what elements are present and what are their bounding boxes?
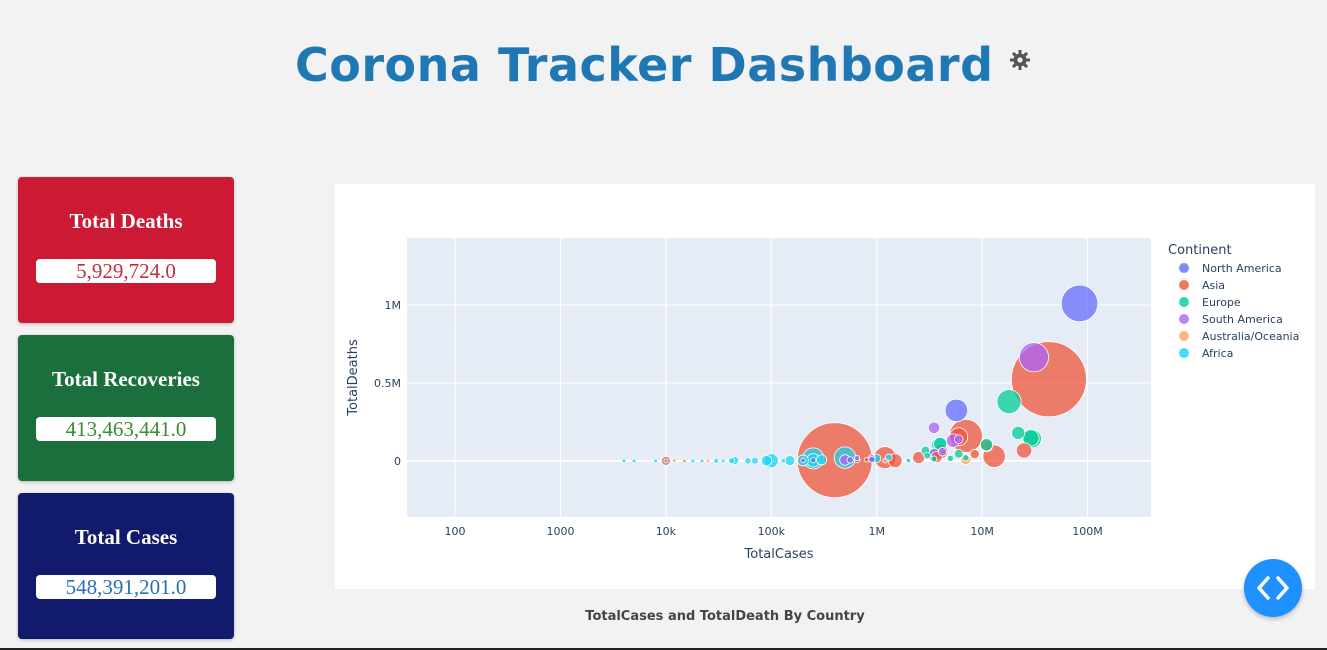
chart-panel: 100 1000 10k 100k 1M 10M 100M 0 0.5M 1M TotalCases… (335, 184, 1315, 589)
dashboard-header: Corona Tracker Dashboard (0, 38, 1327, 92)
x-tick-label: 10k (656, 525, 677, 538)
y-tick-label: 0.5M (374, 377, 401, 390)
data-point[interactable] (621, 458, 627, 464)
data-point[interactable] (682, 458, 687, 464)
code-toggle-button[interactable] (1244, 559, 1302, 617)
data-point[interactable] (927, 421, 941, 435)
legend-marker[interactable] (1179, 331, 1189, 341)
legend-marker[interactable] (1179, 314, 1189, 324)
legend-marker[interactable] (1179, 297, 1189, 307)
data-point[interactable] (744, 457, 752, 465)
data-point[interactable] (1018, 342, 1049, 373)
scatter-chart: 100 1000 10k 100k 1M 10M 100M 0 0.5M 1M TotalCases… (346, 238, 1299, 562)
legend-marker[interactable] (1179, 263, 1189, 273)
data-point[interactable] (846, 456, 854, 464)
page-title: Corona Tracker Dashboard (294, 38, 994, 92)
data-point[interactable] (1060, 284, 1099, 323)
legend-entry[interactable]: Asia (1202, 279, 1225, 292)
total-recoveries-value: 413,463,441.0 (36, 417, 216, 441)
data-point[interactable] (784, 455, 796, 467)
data-point[interactable] (962, 454, 970, 462)
data-point[interactable] (653, 458, 659, 464)
data-point[interactable] (760, 455, 773, 467)
legend-marker[interactable] (1179, 280, 1189, 290)
x-tick-label: 100 (445, 525, 466, 538)
data-point[interactable] (863, 457, 870, 463)
bottom-border (0, 648, 1327, 650)
legend-marker[interactable] (1179, 348, 1189, 358)
data-point[interactable] (946, 454, 954, 462)
total-cases-label: Total Cases (74, 525, 178, 549)
legend-entry[interactable]: Africa (1202, 347, 1233, 360)
data-point[interactable] (882, 458, 888, 464)
data-point[interactable] (868, 456, 876, 464)
x-tick-label: 1M (868, 525, 885, 538)
data-point[interactable] (923, 451, 931, 460)
code-brackets-icon (1257, 576, 1289, 600)
data-point[interactable] (720, 458, 726, 464)
data-point[interactable] (937, 447, 948, 457)
total-cases-card: Total Cases 548,391,201.0 (18, 493, 234, 639)
data-point[interactable] (969, 448, 980, 460)
data-point[interactable] (953, 449, 964, 459)
data-point[interactable] (713, 457, 720, 464)
data-point[interactable] (979, 438, 994, 452)
legend-entry[interactable]: Australia/Oceania (1202, 330, 1299, 343)
data-point[interactable] (905, 457, 912, 464)
total-recoveries-card: Total Recoveries 413,463,441.0 (18, 335, 234, 481)
x-axis-title: TotalCases (744, 547, 814, 562)
x-tick-label: 100M (1072, 525, 1103, 538)
data-point[interactable] (631, 458, 637, 464)
data-point[interactable] (1011, 425, 1026, 440)
total-deaths-value: 5,929,724.0 (36, 259, 216, 283)
legend-title: Continent (1168, 243, 1232, 258)
data-point[interactable] (853, 454, 861, 461)
data-point[interactable] (705, 458, 711, 464)
x-tick-label: 10M (970, 525, 994, 538)
data-point[interactable] (663, 458, 669, 464)
total-recoveries-label: Total Recoveries (52, 367, 200, 391)
data-point[interactable] (699, 458, 705, 464)
data-point[interactable] (800, 457, 806, 463)
total-deaths-label: Total Deaths (69, 209, 183, 233)
data-point[interactable] (996, 389, 1022, 415)
total-cases-value: 548,391,201.0 (36, 575, 216, 599)
data-point[interactable] (930, 455, 938, 463)
data-point[interactable] (810, 457, 817, 464)
legend-entry[interactable]: Europe (1202, 296, 1241, 309)
data-point[interactable] (944, 398, 969, 423)
data-point[interactable] (728, 457, 735, 465)
data-point[interactable] (953, 434, 964, 444)
data-point[interactable] (1015, 442, 1033, 459)
y-tick-label: 1M (385, 299, 402, 312)
data-point[interactable] (780, 458, 786, 464)
data-point[interactable] (751, 456, 759, 465)
legend-entry[interactable]: North America (1202, 262, 1282, 275)
chart-caption: TotalCases and TotalDeath By Country (585, 609, 865, 624)
data-point[interactable] (816, 454, 828, 466)
data-point[interactable] (690, 458, 696, 464)
y-axis-title: TotalDeaths (346, 339, 361, 417)
data-point[interactable] (671, 458, 677, 464)
x-tick-label: 100k (758, 525, 786, 538)
total-deaths-card: Total Deaths 5,929,724.0 (18, 177, 234, 323)
gear-icon (1008, 48, 1032, 77)
y-tick-label: 0 (394, 455, 401, 468)
legend-entry[interactable]: South America (1202, 313, 1283, 326)
x-tick-label: 1000 (546, 525, 574, 538)
